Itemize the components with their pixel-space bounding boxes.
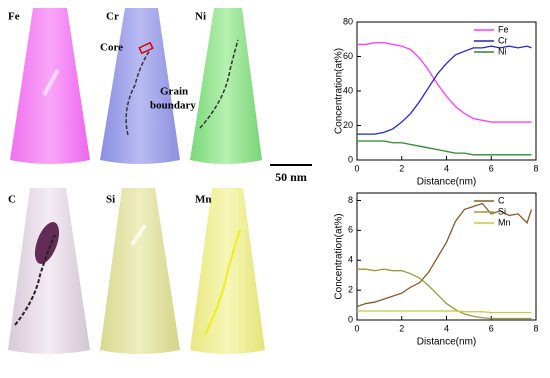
x-tick-label: 2: [399, 163, 404, 173]
legend-label: Si: [498, 206, 506, 216]
c-core: [34, 222, 60, 264]
x-axis-label: Distance(nm): [417, 337, 476, 348]
y-tick-label: 0: [348, 314, 353, 324]
y-tick-label: 20: [343, 120, 353, 130]
y-tick-label: 80: [343, 16, 353, 26]
si-map: [100, 188, 180, 354]
y-tick-label: 40: [343, 85, 353, 95]
image-label: Mn: [195, 194, 212, 206]
x-tick-label: 4: [444, 163, 449, 173]
x-tick-label: 8: [533, 163, 538, 173]
y-tick-label: 2: [348, 284, 353, 294]
x-tick-label: 6: [489, 323, 494, 333]
y-axis-label: Concentration(at%): [334, 48, 345, 134]
tomography-images: Fe Cr Ni C Si Mn Core Grain boundary 50 …: [8, 8, 312, 354]
image-label: Ni: [195, 11, 206, 23]
boundary-label: boundary: [150, 100, 196, 112]
c-map: [8, 188, 90, 354]
cr-boundary: [125, 49, 151, 136]
fe-boundary: [42, 69, 60, 96]
x-tick-label: 0: [354, 323, 359, 333]
cr-map: [100, 8, 180, 164]
y-tick-label: 4: [348, 255, 353, 265]
image-label: Cr: [106, 11, 119, 23]
x-tick-label: 4: [444, 323, 449, 333]
legend-label: C: [498, 195, 505, 205]
x-axis-label: Distance(nm): [417, 177, 476, 188]
ni-boundary: [199, 39, 239, 129]
series-line: [357, 45, 532, 135]
y-tick-label: 0: [348, 154, 353, 164]
c-boundary: [14, 234, 56, 326]
series-line: [357, 268, 532, 320]
image-label: C: [8, 194, 16, 206]
si-boundary: [130, 223, 147, 247]
series-line: [357, 310, 532, 314]
core-label: Core: [100, 42, 123, 54]
series-line: [357, 42, 532, 123]
x-tick-label: 2: [399, 323, 404, 333]
x-tick-label: 6: [489, 163, 494, 173]
image-label: Si: [106, 194, 115, 206]
series-line: [357, 140, 532, 156]
mn-boundary: [204, 229, 241, 336]
x-tick-label: 0: [354, 163, 359, 173]
core-box: [138, 41, 154, 55]
x-tick-label: 8: [533, 323, 538, 333]
series-line: [356, 202, 533, 308]
y-tick-label: 8: [348, 195, 353, 205]
y-axis-label: Concentration(at%): [334, 213, 345, 299]
y-tick-label: 60: [343, 51, 353, 61]
image-label: Fe: [8, 11, 20, 23]
legend-label: Cr: [498, 35, 508, 45]
scale-bar-label: 50 nm: [275, 170, 307, 184]
boundary-label: Grain: [160, 86, 188, 98]
y-tick-label: 6: [348, 225, 353, 235]
legend-label: Fe: [498, 24, 509, 34]
legend-label: Ni: [498, 46, 507, 56]
legend-label: Mn: [498, 217, 511, 227]
plot-frame: [356, 192, 537, 321]
